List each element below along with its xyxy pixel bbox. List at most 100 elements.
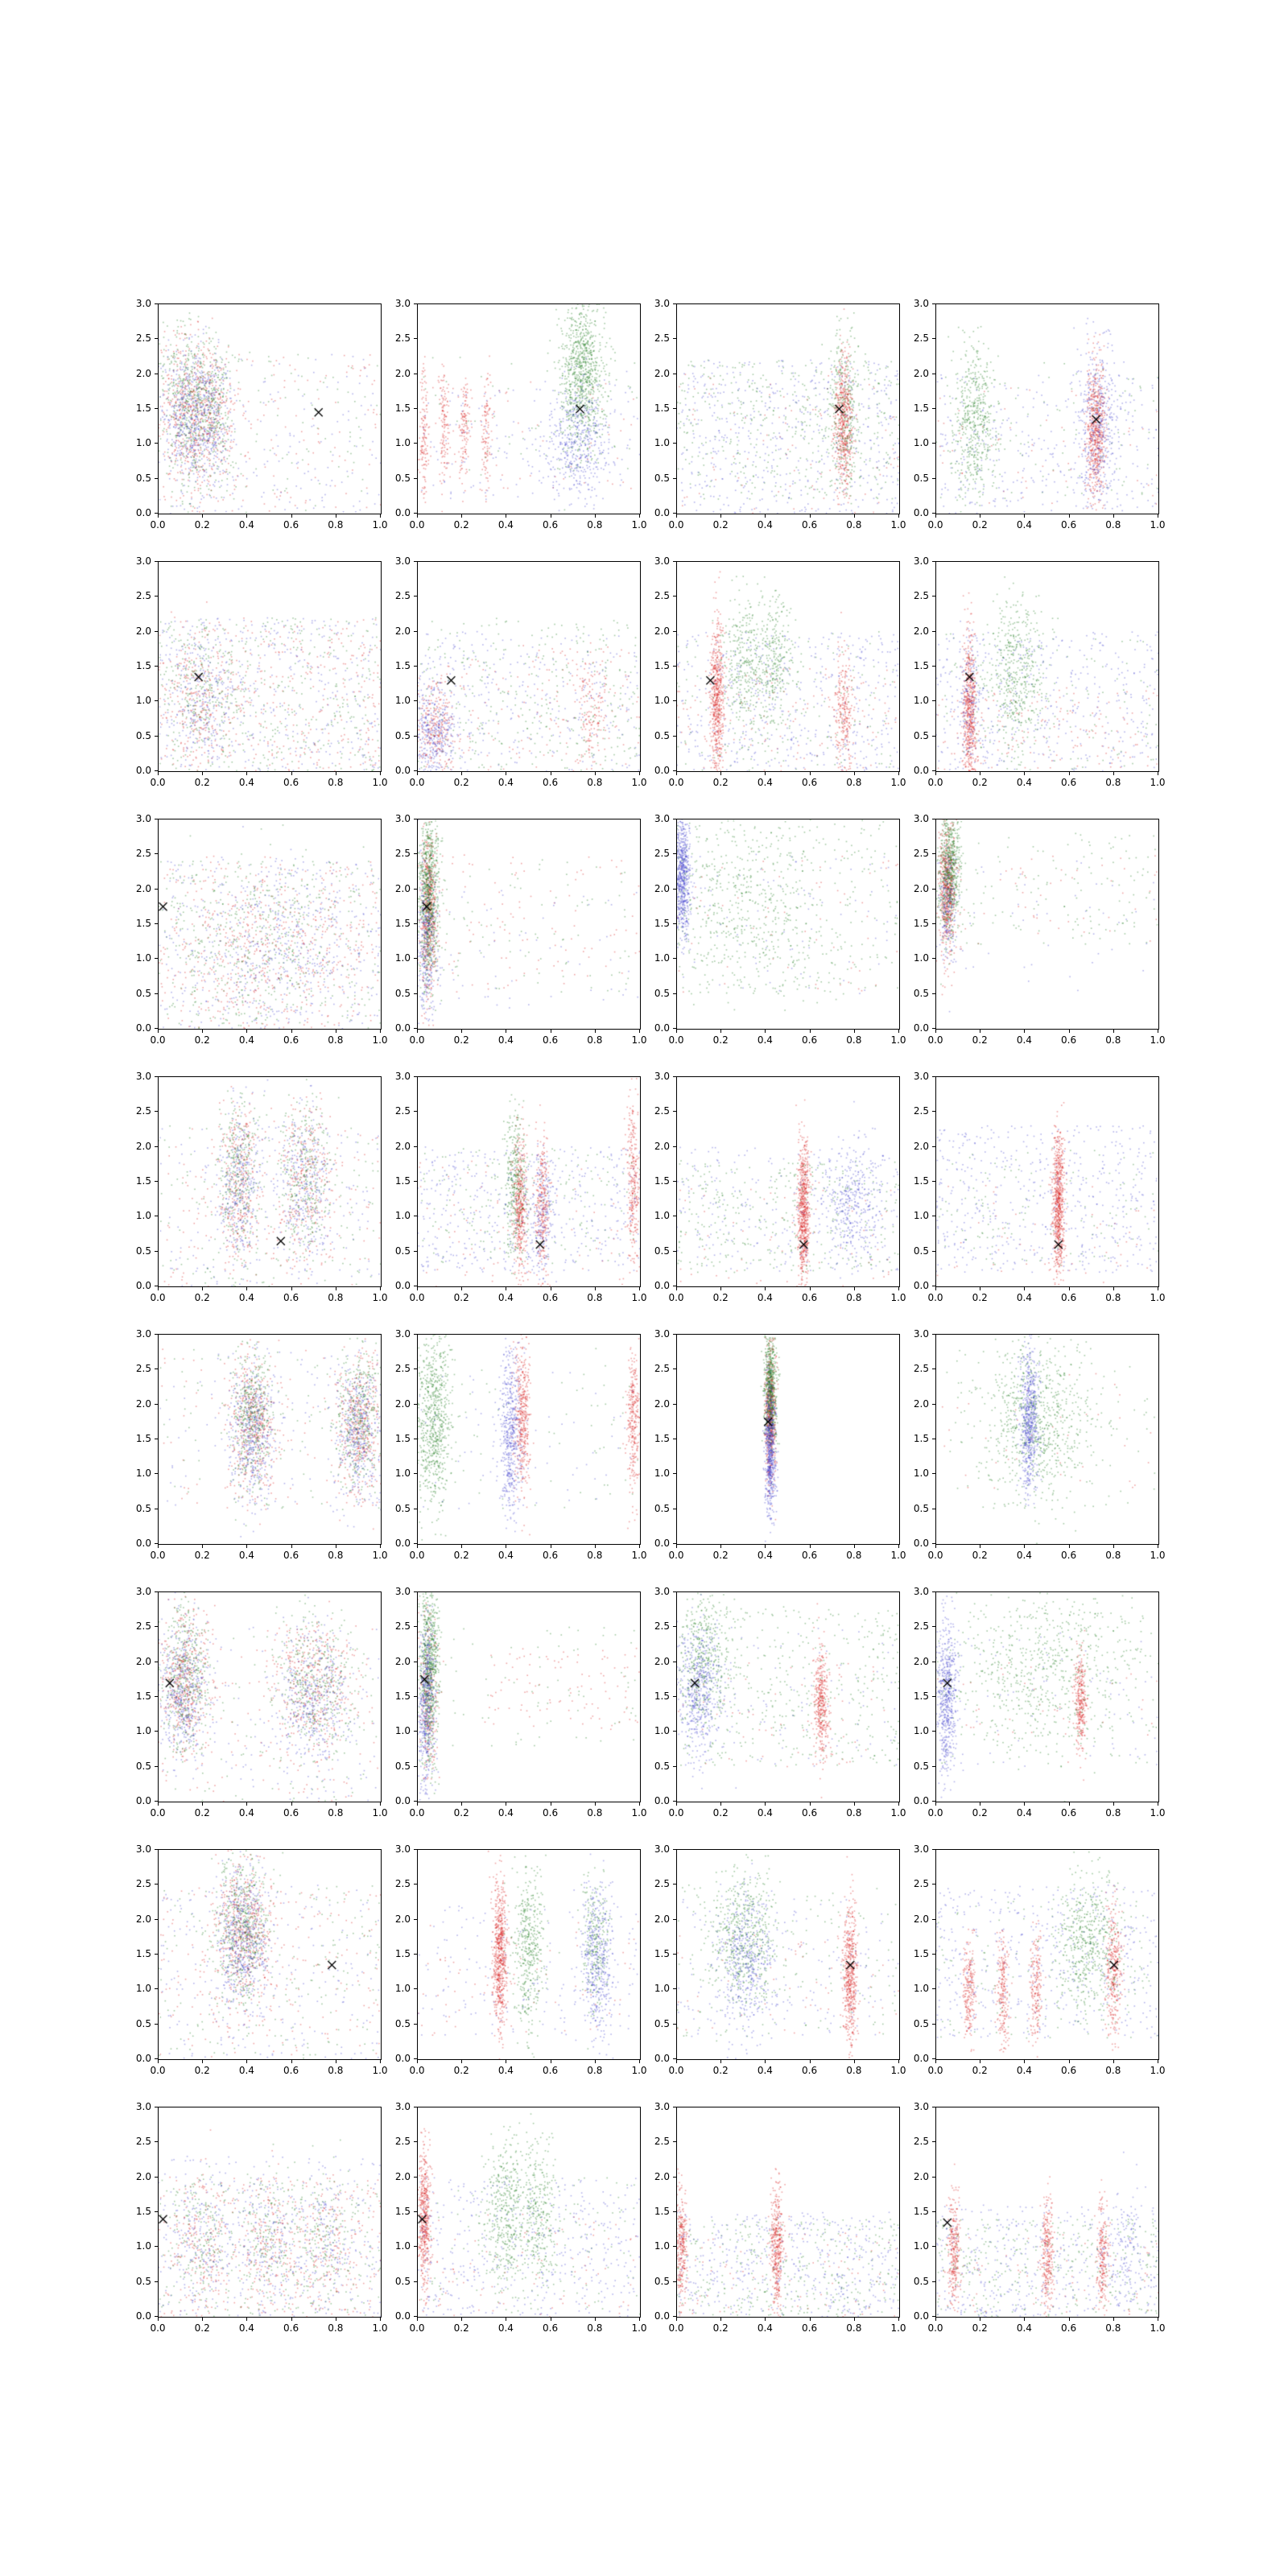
y-tick-mark — [932, 1731, 935, 1732]
x-tick-label: 1.0 — [631, 1292, 647, 1303]
y-tick-mark — [932, 1626, 935, 1628]
y-tick-mark — [414, 1403, 417, 1405]
x-tick-mark — [676, 1030, 677, 1033]
y-tick-label: 3.0 — [394, 1071, 411, 1082]
y-tick-mark — [673, 1368, 676, 1370]
x-tick-mark — [291, 1545, 292, 1548]
y-tick-mark — [414, 1334, 417, 1335]
x-tick-mark — [1068, 2060, 1070, 2063]
y-tick-label: 2.5 — [135, 1105, 151, 1117]
x-tick-mark — [639, 1030, 640, 1033]
x-tick-mark — [639, 1545, 640, 1548]
x-tick-label: 0.0 — [409, 1034, 425, 1046]
y-tick-mark — [155, 2023, 158, 2025]
y-tick-mark — [673, 853, 676, 855]
y-tick-label: 0.5 — [913, 1502, 929, 1514]
y-tick-label: 2.0 — [394, 625, 411, 637]
y-tick-label: 1.5 — [913, 1175, 929, 1187]
y-tick-mark — [414, 2211, 417, 2212]
x-tick-mark — [1068, 1545, 1070, 1548]
y-tick-label: 1.0 — [913, 1725, 929, 1737]
y-tick-mark — [155, 2141, 158, 2143]
x-tick-mark — [158, 514, 159, 518]
y-tick-label: 2.0 — [394, 1140, 411, 1152]
y-tick-label: 3.0 — [654, 813, 670, 824]
x-tick-mark — [639, 514, 640, 518]
y-tick-label: 1.0 — [654, 1983, 670, 1995]
x-tick-label: 0.8 — [328, 2065, 344, 2076]
y-tick-mark — [932, 1884, 935, 1885]
subplot-r4c1: 0.0 0.5 1.0 1.5 2.0 2.5 3.0 0.0 0.2 0.4 0.6 0.8 1.0 — [380, 1328, 647, 1591]
x-tick-label: 0.0 — [927, 519, 943, 530]
y-tick-label: 1.0 — [913, 952, 929, 964]
y-tick-label: 3.0 — [913, 555, 929, 567]
x-tick-mark — [1113, 772, 1114, 775]
x-tick-mark — [291, 1030, 292, 1033]
x-tick-label: 0.0 — [150, 2322, 166, 2334]
y-tick-label: 1.0 — [135, 1983, 151, 1995]
x-tick-label: 0.2 — [712, 1550, 729, 1561]
y-tick-label: 1.5 — [135, 1690, 151, 1702]
scatter-canvas-r2c0 — [158, 819, 382, 1030]
y-tick-label: 0.5 — [913, 472, 929, 484]
x-tick-label: 0.2 — [972, 2065, 988, 2076]
y-tick-label: 1.0 — [394, 1210, 411, 1222]
y-tick-label: 0.0 — [654, 2053, 670, 2064]
y-tick-label: 2.0 — [135, 367, 151, 379]
y-tick-mark — [414, 1368, 417, 1370]
subplot-r0c1: 0.0 0.5 1.0 1.5 2.0 2.5 3.0 0.0 0.2 0.4 0.6 0.8 1.0 — [380, 298, 647, 561]
y-tick-label: 1.5 — [913, 1433, 929, 1444]
y-tick-mark — [414, 443, 417, 444]
y-tick-mark — [673, 408, 676, 409]
x-tick-mark — [1024, 772, 1026, 775]
subplot-r0c3: 0.0 0.5 1.0 1.5 2.0 2.5 3.0 0.0 0.2 0.4 0.6 0.8 1.0 — [898, 298, 1166, 561]
y-tick-label: 0.5 — [654, 729, 670, 741]
x-tick-mark — [380, 1802, 381, 1806]
y-tick-mark — [932, 596, 935, 597]
x-tick-label: 0.4 — [1016, 2065, 1032, 2076]
x-tick-label: 0.4 — [497, 1292, 514, 1303]
subplot-r2c0: 0.0 0.5 1.0 1.5 2.0 2.5 3.0 0.0 0.2 0.4 0.6 0.8 1.0 — [121, 813, 388, 1076]
y-tick-mark — [414, 735, 417, 737]
x-tick-label: 0.6 — [283, 1807, 299, 1818]
y-tick-label: 0.5 — [654, 2017, 670, 2029]
x-tick-mark — [158, 1545, 159, 1548]
y-tick-label: 2.5 — [654, 332, 670, 345]
x-tick-label: 0.0 — [150, 519, 166, 530]
x-tick-label: 0.4 — [757, 1034, 773, 1046]
subplot-r6c1: 0.0 0.5 1.0 1.5 2.0 2.5 3.0 0.0 0.2 0.4 0.6 0.8 1.0 — [380, 1843, 647, 2107]
x-tick-label: 0.2 — [453, 777, 469, 788]
x-tick-label: 0.0 — [150, 2065, 166, 2076]
x-tick-label: 0.2 — [712, 777, 729, 788]
y-tick-mark — [673, 1626, 676, 1628]
x-tick-label: 1.0 — [372, 1807, 388, 1818]
x-tick-mark — [765, 1287, 766, 1290]
y-tick-label: 0.5 — [135, 1502, 151, 1514]
y-tick-mark — [155, 1076, 158, 1077]
y-tick-mark — [673, 1028, 676, 1029]
scatter-canvas-r2c3 — [935, 819, 1159, 1030]
y-tick-mark — [932, 1954, 935, 1955]
y-tick-label: 1.0 — [394, 1468, 411, 1480]
x-tick-mark — [380, 772, 381, 775]
x-tick-label: 0.6 — [543, 1807, 559, 1818]
y-tick-mark — [414, 923, 417, 924]
y-tick-mark — [414, 770, 417, 771]
y-tick-label: 0.5 — [135, 2017, 151, 2029]
y-tick-label: 1.5 — [394, 1175, 411, 1187]
x-tick-label: 0.0 — [927, 777, 943, 788]
subplot-r0c2: 0.0 0.5 1.0 1.5 2.0 2.5 3.0 0.0 0.2 0.4 0.6 0.8 1.0 — [639, 298, 906, 561]
x-tick-mark — [461, 2060, 463, 2063]
y-tick-mark — [932, 2058, 935, 2059]
x-tick-label: 0.0 — [409, 1550, 425, 1561]
y-tick-mark — [414, 1028, 417, 1029]
x-tick-label: 1.0 — [1150, 1550, 1166, 1561]
y-tick-mark — [414, 1849, 417, 1850]
y-tick-mark — [673, 1181, 676, 1182]
y-tick-mark — [155, 2316, 158, 2317]
x-tick-label: 1.0 — [890, 1807, 906, 1818]
x-tick-label: 0.6 — [802, 1807, 818, 1818]
y-tick-label: 0.5 — [135, 472, 151, 484]
y-tick-mark — [155, 888, 158, 890]
x-tick-mark — [1068, 772, 1070, 775]
